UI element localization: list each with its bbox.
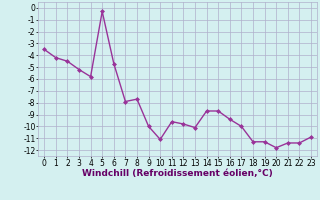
X-axis label: Windchill (Refroidissement éolien,°C): Windchill (Refroidissement éolien,°C) [82, 169, 273, 178]
